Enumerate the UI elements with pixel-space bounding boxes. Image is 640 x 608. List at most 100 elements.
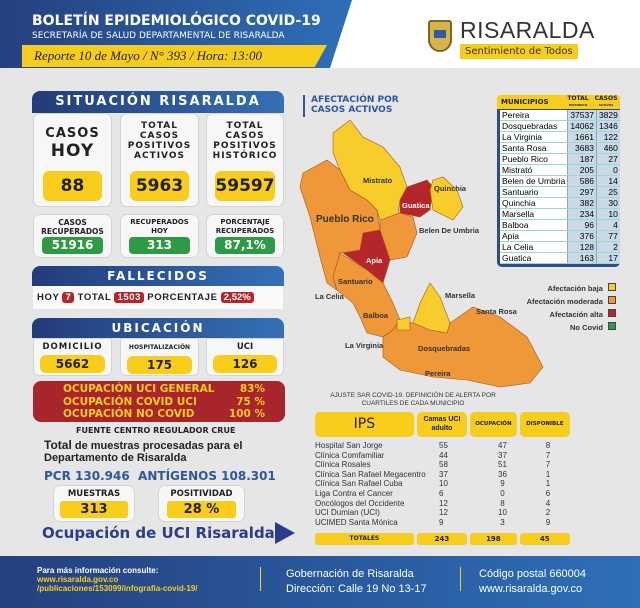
map-region-marsella	[412, 282, 451, 334]
disponible: 2	[545, 508, 551, 518]
ips-name: Oncólogos del Occidente	[315, 498, 405, 508]
ips-name: UCI Dumian (UCI)	[315, 508, 380, 518]
ocupacion: 36	[498, 469, 507, 479]
map-label: Quinchia	[434, 184, 467, 193]
disponible: 7	[545, 450, 551, 460]
brand-name: RISARALDA	[460, 17, 595, 43]
legend-item: Afectación moderada	[500, 289, 616, 306]
map-label: Santuario	[338, 277, 373, 286]
total-historico: 297	[567, 186, 597, 198]
brand-slogan: Sentimiento de Todos	[460, 44, 578, 59]
legend-swatch	[608, 309, 616, 317]
total-historico: 234	[567, 208, 597, 220]
municipio-row: Pereira 37537 3829	[500, 110, 620, 121]
recuperados-value: 51916	[42, 237, 103, 254]
municipio-row: La Celia 128 2	[500, 241, 620, 253]
ocupacion-label: OCUPACIÓN NO COVID	[63, 408, 195, 420]
ips-row: UCIMED Santa Mónica 9 3 9	[315, 518, 570, 528]
total-historico: 376	[567, 230, 597, 242]
ips-name: Clínica San Rafael Cuba	[315, 479, 403, 489]
header-camas: Camas UCI adulto	[416, 412, 468, 437]
municipio-row: Santuario 297 25	[500, 186, 620, 198]
ocupacion: 3	[500, 517, 505, 527]
header-ocupacion: OCUPACIÓN	[470, 412, 517, 437]
header-disponible: DISPONIBLE	[519, 412, 570, 437]
casos-activos: 1346	[595, 120, 620, 132]
uci-link[interactable]: Ocupación de UCI Risaralda	[42, 524, 275, 542]
uci-value: 126	[213, 355, 277, 373]
total-historico: 37537	[567, 110, 597, 121]
footer-link-2[interactable]: /publicaciones/153099/infografia-covid-1…	[37, 584, 198, 593]
municipio-row: Belen de Umbria 586 14	[500, 175, 620, 187]
disponible: 1	[545, 479, 551, 489]
total-historico: 163	[567, 252, 597, 264]
totals-camas: 243	[416, 533, 468, 545]
legend-label: Afectación baja	[547, 284, 603, 293]
camas: 6	[439, 488, 444, 498]
casos-activos: 122	[595, 131, 620, 143]
casos-hoy-label-2: HOY	[50, 141, 95, 161]
footer-info: Para más información consulte: www.risar…	[37, 566, 198, 593]
map-title: AFECTACIÓN POR CASOS ACTIVOS	[311, 95, 399, 115]
ips-row: Clínica San Rafael Cuba 10 9 1	[315, 479, 570, 489]
antigenos-value: ANTÍGENOS 108.301	[138, 469, 276, 483]
ips-name: Clínica Comfamiliar	[315, 450, 385, 460]
total-historico: 128	[567, 241, 597, 253]
footer-divider	[460, 567, 461, 591]
map-label: Apia	[366, 256, 383, 265]
fallecidos-pct-value: 2,52%	[220, 292, 254, 303]
ocupacion: 8	[500, 498, 505, 508]
camas: 58	[439, 460, 448, 470]
totals-label: TOTALES	[315, 533, 414, 545]
camas: 9	[439, 517, 444, 527]
hospitalizacion-card: HOSPITALIZACIÓN 175	[120, 338, 199, 376]
municipios-header: MUNICIPIOS TOTAL HISTÓRICO CASOS ACTIVOS	[497, 95, 620, 109]
ocupacion-value: 83%	[239, 383, 265, 395]
ocupacion: 47	[498, 441, 507, 450]
footer-postal: Código postal 660004	[479, 568, 587, 580]
disponible: 8	[545, 441, 551, 450]
header-casos-label: CASOS	[594, 95, 618, 102]
fallecidos-row: HOY 7 TOTAL 1503 PORCENTAJE 2,52%	[33, 286, 283, 309]
footer-address: Gobernación de Risaralda Dirección: Calle…	[286, 567, 427, 597]
total-historico: 1661	[567, 131, 597, 143]
ips-row: Oncólogos del Occidente 12 8 4	[315, 499, 570, 509]
municipio-name: Belen de Umbria	[500, 175, 568, 187]
footer-info-label: Para más información consulte:	[37, 566, 159, 575]
camas: 55	[439, 441, 448, 450]
ocupacion: 0	[500, 488, 505, 498]
muestras-heading-b: de muestras procesadas para el Departame…	[44, 440, 243, 464]
disponible: 9	[545, 517, 551, 527]
ubicacion-title: UBICACIÓN	[32, 318, 284, 338]
municipio-name: Marsella	[500, 208, 568, 220]
header-casos-sub: ACTIVOS	[598, 103, 614, 107]
ips-totals: TOTALES 243 198 45	[315, 533, 570, 545]
ips-table: Hospital San Jorge 55 47 8 Clínica Comfamili…	[315, 441, 570, 527]
totals-disponible: 45	[519, 533, 570, 545]
ips-row: Liga Contra el Cancer 6 0 6	[315, 489, 570, 499]
map-label: La Virginia	[345, 341, 384, 350]
historico-label: TOTAL CASOS POSITIVOS HISTÓRICO	[212, 121, 278, 161]
footer-link-1[interactable]: www.risaralda.gov.co	[37, 575, 119, 584]
map-label: Dosquebradas	[418, 344, 471, 353]
disponible: 1	[545, 469, 551, 479]
ocupacion: 51	[498, 460, 507, 470]
casos-activos: 14	[595, 175, 620, 187]
muestras-value: 313	[60, 501, 128, 518]
municipio-row: Santa Rosa 3683 460	[500, 142, 620, 154]
play-arrow-icon[interactable]	[275, 522, 295, 544]
total-historico: 205	[567, 164, 597, 176]
ips-name: Hospital San Jorge	[315, 441, 383, 450]
municipio-name: Pueblo Rico	[500, 153, 568, 165]
ips-row: Hospital San Jorge 55 47 8	[315, 441, 570, 451]
municipio-name: Quinchia	[500, 197, 568, 209]
municipio-name: Guatica	[500, 252, 568, 264]
municipio-name: Balboa	[500, 219, 568, 231]
pruebas-row: PCR 130.946 ANTÍGENOS 108.301	[44, 469, 276, 483]
ips-name: UCIMED Santa Mónica	[315, 517, 398, 527]
muestras-heading: Total de muestras procesadas para el Dep…	[44, 439, 294, 464]
ips-header: IPS Camas UCI adulto OCUPACIÓN DISPONIBL…	[315, 412, 570, 437]
footer-web[interactable]: www.risaralda.gov.co	[479, 583, 583, 595]
camas: 12	[439, 498, 448, 508]
